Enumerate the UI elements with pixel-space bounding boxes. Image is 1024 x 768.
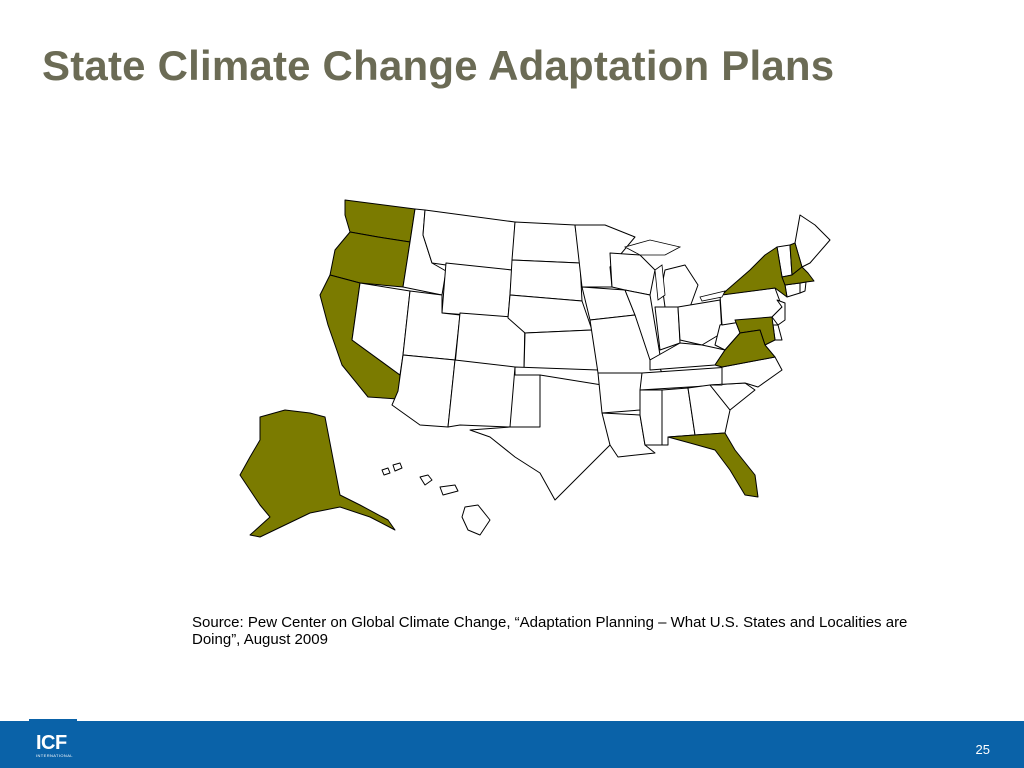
state-north-carolina bbox=[709, 356, 783, 388]
state-rhode-island bbox=[799, 281, 807, 294]
page-number: 25 bbox=[975, 742, 990, 757]
state-michigan bbox=[661, 264, 699, 308]
source-note: Source: Pew Center on Global Climate Cha… bbox=[192, 614, 908, 648]
us-states-map bbox=[210, 195, 850, 555]
lake-erie bbox=[699, 290, 726, 302]
icf-logo: ICF INTERNATIONAL bbox=[36, 733, 73, 758]
state-oregon bbox=[329, 231, 411, 288]
state-arizona bbox=[391, 354, 456, 428]
state-virginia bbox=[714, 329, 776, 368]
state-new-mexico bbox=[447, 359, 516, 428]
state-texas bbox=[469, 374, 611, 501]
lake-michigan bbox=[654, 264, 666, 301]
lake-superior bbox=[623, 239, 682, 256]
state-montana bbox=[422, 209, 516, 271]
state-kansas bbox=[523, 329, 599, 371]
state-hawaii bbox=[381, 462, 491, 536]
footer-accent-rule bbox=[29, 719, 77, 721]
state-arkansas bbox=[597, 372, 643, 414]
logo-mark: ICF bbox=[36, 732, 67, 754]
state-south-dakota bbox=[509, 259, 583, 302]
state-florida bbox=[667, 432, 759, 498]
state-wyoming bbox=[441, 262, 513, 319]
states-layer bbox=[239, 199, 831, 538]
logo-subtext: INTERNATIONAL bbox=[36, 753, 73, 758]
state-new-york bbox=[721, 246, 788, 298]
slide-title: State Climate Change Adaptation Plans bbox=[42, 42, 835, 89]
footer-bar bbox=[0, 721, 1024, 768]
state-ohio bbox=[677, 299, 723, 346]
state-indiana bbox=[654, 306, 681, 351]
state-massachusetts bbox=[781, 266, 815, 286]
state-mississippi bbox=[639, 389, 663, 446]
state-alaska bbox=[239, 409, 396, 538]
state-nebraska bbox=[507, 294, 593, 334]
state-wisconsin bbox=[609, 252, 656, 296]
state-maine bbox=[794, 214, 831, 268]
state-north-dakota bbox=[511, 221, 581, 264]
